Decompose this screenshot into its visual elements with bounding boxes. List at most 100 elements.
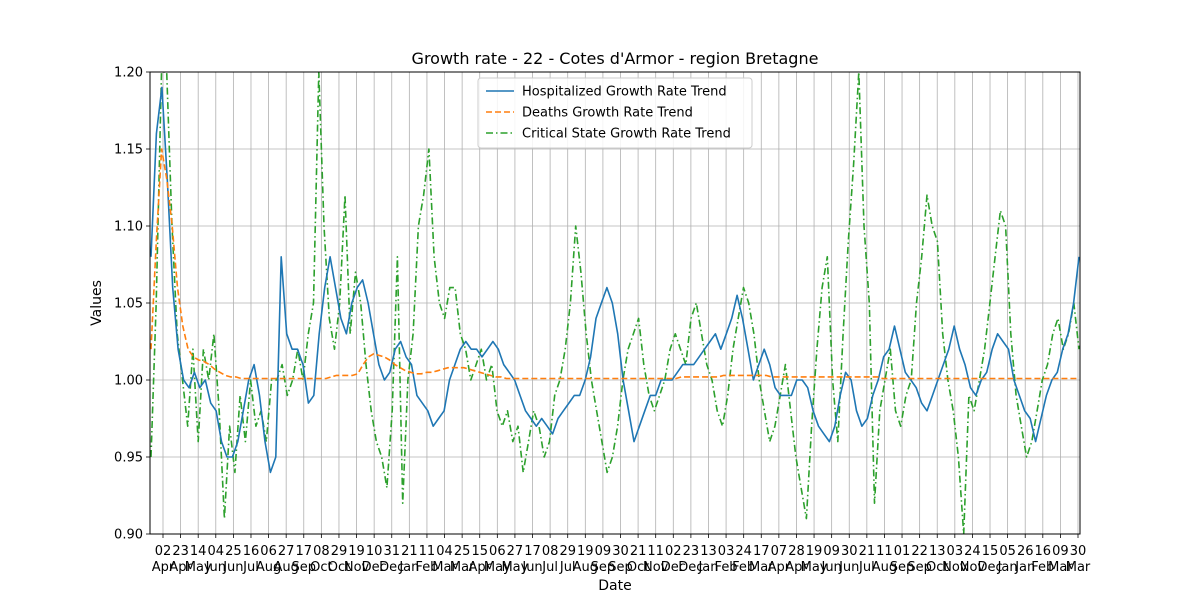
x-tick-label-month: Jan (1014, 560, 1035, 575)
chart-title: Growth rate - 22 - Cotes d'Armor - regio… (412, 49, 819, 68)
series-line-2 (150, 72, 1080, 534)
x-tick-label-day: 03 (718, 544, 735, 559)
x-tick-label-month: Oct (627, 560, 649, 575)
x-tick-label-month: Nov (942, 560, 968, 575)
x-tick-label-day: 27 (278, 544, 295, 559)
x-tick-label-day: 09 (595, 544, 612, 559)
x-tick-label-day: 02 (665, 544, 682, 559)
x-tick-label-month: Sep (907, 560, 932, 575)
x-tick-label-month: Apr (768, 560, 791, 575)
x-tick-label-day: 11 (876, 544, 893, 559)
series-lines (150, 72, 1080, 534)
x-tick-label-day: 06 (489, 544, 506, 559)
x-tick-label-month: Jul (858, 560, 875, 575)
x-tick-label-day: 17 (295, 544, 312, 559)
x-tick-label-month: Apr (468, 560, 491, 575)
x-tick-label-month: Jan (697, 560, 718, 575)
x-tick-label-month: Nov (960, 560, 986, 575)
x-tick-label-month: Aug (256, 560, 281, 575)
x-tick-label-month: Sep (890, 560, 915, 575)
x-tick-label-day: 24 (735, 544, 752, 559)
x-tick-label-day: 17 (524, 544, 541, 559)
x-tick-label-day: 08 (313, 544, 330, 559)
x-tick-label-day: 21 (630, 544, 647, 559)
x-tick-label-month: Jun (222, 560, 243, 575)
x-tick-label-day: 03 (947, 544, 964, 559)
x-tick-label-day: 28 (788, 544, 805, 559)
x-tick-label-day: 13 (700, 544, 717, 559)
x-tick-label-day: 29 (331, 544, 348, 559)
x-tick-label-month: Dec (977, 560, 1002, 575)
x-tick-label-day: 25 (225, 544, 242, 559)
x-tick-label-month: Feb (1031, 560, 1054, 575)
x-tick-label-day: 26 (1017, 544, 1034, 559)
x-tick-label-month: Aug (872, 560, 897, 575)
x-tick-label-month: Jun (838, 560, 859, 575)
series-line-1 (150, 148, 1079, 380)
x-tick-label-month: Oct (328, 560, 350, 575)
x-tick-label-month: Mar (432, 560, 457, 575)
legend-box (477, 77, 753, 149)
x-tick-label-day: 17 (753, 544, 770, 559)
x-tick-label-month: Dec (362, 560, 387, 575)
x-tick-label-month: Aug (573, 560, 598, 575)
x-tick-label-month: Mar (450, 560, 475, 575)
legend-label-0: Hospitalized Growth Rate Trend (522, 85, 727, 100)
x-tick-label-day: 16 (243, 544, 260, 559)
x-tick-label-month: Apr (785, 560, 808, 575)
x-tick-label-month: Jun (820, 560, 841, 575)
x-axis-ticks: 02Apr23Apr14May04Jun25Jun16Jul06Aug27Aug… (152, 534, 1091, 575)
x-tick-label-day: 15 (982, 544, 999, 559)
x-tick-label-month: May (484, 560, 511, 575)
x-tick-label-day: 24 (964, 544, 981, 559)
x-tick-label-day: 05 (999, 544, 1016, 559)
x-axis-label: Date (598, 578, 631, 594)
x-tick-label-month: Dec (661, 560, 686, 575)
x-tick-label-day: 11 (647, 544, 664, 559)
x-tick-label-month: May (501, 560, 528, 575)
x-tick-label-day: 13 (929, 544, 946, 559)
y-tick-label: 0.90 (114, 528, 143, 543)
x-tick-label-day: 29 (559, 544, 576, 559)
x-tick-label-month: May (185, 560, 212, 575)
x-tick-label-day: 09 (823, 544, 840, 559)
x-tick-label-day: 21 (401, 544, 418, 559)
x-tick-label-day: 04 (436, 544, 453, 559)
x-tick-label-day: 10 (366, 544, 383, 559)
y-axis-ticks: 0.90 0.95 1.00 1.05 1.10 1.15 1.20 (114, 66, 150, 543)
x-tick-label-month: Mar (749, 560, 774, 575)
x-tick-label-month: Apr (152, 560, 175, 575)
y-tick-label: 0.95 (114, 451, 143, 466)
x-tick-label-day: 23 (683, 544, 700, 559)
legend-label-1: Deaths Growth Rate Trend (522, 106, 693, 121)
x-tick-label-day: 19 (348, 544, 365, 559)
x-tick-label-day: 14 (190, 544, 207, 559)
x-tick-label-month: Feb (715, 560, 738, 575)
x-tick-label-day: 07 (771, 544, 788, 559)
x-tick-label-day: 21 (859, 544, 876, 559)
x-tick-label-month: Mar (1048, 560, 1073, 575)
y-tick-label: 1.20 (114, 66, 143, 81)
x-tick-label-day: 30 (612, 544, 629, 559)
x-tick-label-day: 19 (806, 544, 823, 559)
x-tick-label-month: Jan (398, 560, 419, 575)
x-tick-label-day: 19 (577, 544, 594, 559)
x-tick-label-day: 11 (419, 544, 436, 559)
x-tick-label-day: 08 (542, 544, 559, 559)
legend: Hospitalized Growth Rate Trend Deaths Gro… (477, 77, 753, 149)
x-tick-label-month: Jun (521, 560, 542, 575)
x-tick-label-month: Jan (997, 560, 1018, 575)
y-tick-label: 1.15 (114, 143, 143, 158)
x-tick-label-month: Jul (242, 560, 259, 575)
x-tick-label-day: 23 (172, 544, 189, 559)
x-tick-label-month: Jul (541, 560, 558, 575)
x-tick-label-day: 04 (208, 544, 225, 559)
x-tick-label-day: 06 (260, 544, 277, 559)
x-tick-label-day: 09 (1052, 544, 1069, 559)
x-tick-label-month: Sep (292, 560, 317, 575)
x-tick-label-month: Dec (379, 560, 404, 575)
x-tick-label-month: Nov (344, 560, 370, 575)
y-tick-label: 1.10 (114, 220, 143, 235)
